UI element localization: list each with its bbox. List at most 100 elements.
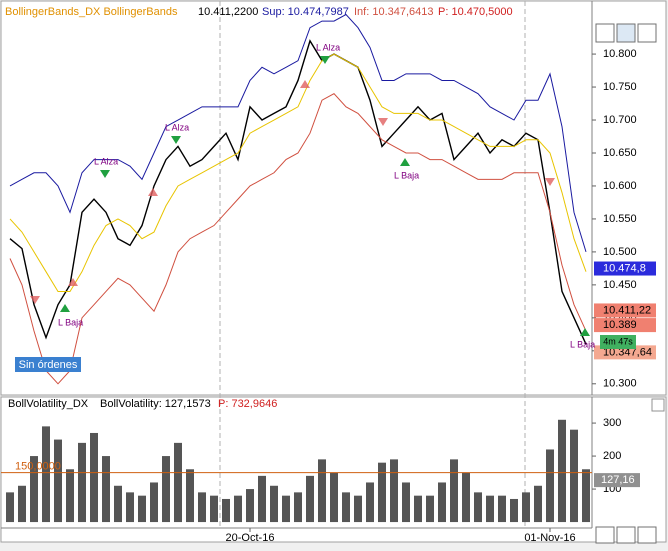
x-tick-label: 20-Oct-16 <box>226 532 275 544</box>
bar <box>582 469 590 523</box>
indicator-title: BollVolatility_DX <box>8 398 89 410</box>
price-label-box <box>594 303 656 318</box>
annotation: L Alza <box>165 122 189 132</box>
y-tick-label: 10.450 <box>603 279 637 291</box>
bar <box>126 492 134 523</box>
bar <box>42 426 50 523</box>
y-tick-label: 300 <box>603 417 621 429</box>
bar <box>558 419 566 523</box>
header-value: 10.411,2200 <box>198 6 258 18</box>
price-label: 10.389 <box>603 319 637 331</box>
annotation: L Alza <box>316 42 340 52</box>
y-tick-label: 10.800 <box>603 48 637 60</box>
current-label: 127,16 <box>601 474 635 486</box>
bar <box>174 442 182 523</box>
bar <box>390 459 398 523</box>
current-box <box>594 473 640 488</box>
panel-button[interactable] <box>651 398 665 412</box>
bar <box>186 469 194 523</box>
bar <box>378 462 386 523</box>
annotation: L Baja <box>394 170 419 180</box>
bar <box>282 495 290 523</box>
bar <box>294 492 302 523</box>
bar <box>318 459 326 523</box>
bar <box>354 495 362 523</box>
y-tick-label: 10.300 <box>603 378 637 390</box>
bar <box>366 482 374 523</box>
reference-label: 150,0000 <box>15 460 61 472</box>
toolbar-button[interactable] <box>637 526 657 544</box>
price-label: 10.347,64 <box>603 346 652 358</box>
bar <box>66 469 74 523</box>
annotations: L Alza L Alza L Alza L Baja L Baja L Baj… <box>58 42 595 349</box>
bar <box>486 495 494 523</box>
bar <box>546 449 554 523</box>
toolbar-button[interactable] <box>616 23 636 43</box>
y-tick-label: 10.700 <box>603 114 637 126</box>
bar <box>150 482 158 523</box>
bar <box>258 475 266 523</box>
main-panel <box>0 0 667 396</box>
header-value: P: 10.470,5000 <box>438 6 513 18</box>
band-line <box>9 93 587 385</box>
bar <box>114 485 122 523</box>
y-tick-label: 10.750 <box>603 81 637 93</box>
y-tick-label: 10.600 <box>603 180 637 192</box>
bar <box>30 456 38 523</box>
bar <box>102 456 110 523</box>
bar <box>90 432 98 523</box>
bar <box>162 456 170 523</box>
bar <box>570 429 578 523</box>
band-line <box>9 13 587 253</box>
y-tick-label: 10.550 <box>603 213 637 225</box>
price-label-box <box>594 318 656 333</box>
bar <box>498 495 506 523</box>
annotation: L Baja <box>58 317 83 327</box>
toolbar-button[interactable] <box>595 526 615 544</box>
price-label: 10.474,8 <box>603 262 646 274</box>
y-tick-label: 10.650 <box>603 147 637 159</box>
band-line <box>9 53 587 292</box>
bar <box>474 492 482 523</box>
bar <box>450 459 458 523</box>
bar <box>138 495 146 523</box>
bar <box>522 492 530 523</box>
bar <box>330 472 338 523</box>
status-badge <box>15 357 81 372</box>
bar <box>306 475 314 523</box>
price-label-box <box>594 261 656 276</box>
bar <box>510 498 518 523</box>
timer-badge <box>600 335 636 349</box>
timer-text: 4m 47s <box>603 336 633 346</box>
bar <box>534 485 542 523</box>
toolbar-button[interactable] <box>595 23 615 43</box>
bar <box>462 472 470 523</box>
bar <box>426 495 434 523</box>
price-line <box>9 39 587 345</box>
bar <box>78 442 86 523</box>
header-bg <box>2 4 192 19</box>
header-value: Sup: 10.474,7987 <box>262 6 349 18</box>
bar <box>54 439 62 523</box>
y-tick-label: 200 <box>603 450 621 462</box>
toolbar-button[interactable] <box>637 23 657 43</box>
toolbar-button[interactable] <box>616 526 636 544</box>
indicator-title: BollingerBands_DX BollingerBands <box>5 6 178 18</box>
price-chart: 10.30010.35010.40010.45010.50010.55010.6… <box>9 13 656 390</box>
bar <box>6 492 14 523</box>
bar <box>342 492 350 523</box>
price-label: 10.411,22 <box>603 304 651 316</box>
bar <box>270 485 278 523</box>
bar <box>222 498 230 523</box>
header-value: BollVolatility: 127,1573 <box>100 398 211 410</box>
status-text: Sin órdenes <box>19 359 78 371</box>
header-value: P: 732,9646 <box>218 398 277 410</box>
x-tick-label: 01-Nov-16 <box>524 532 575 544</box>
bar <box>246 489 254 523</box>
annotation: L Alza <box>94 156 118 166</box>
bar <box>438 482 446 523</box>
bar <box>210 495 218 523</box>
bar <box>234 495 242 523</box>
